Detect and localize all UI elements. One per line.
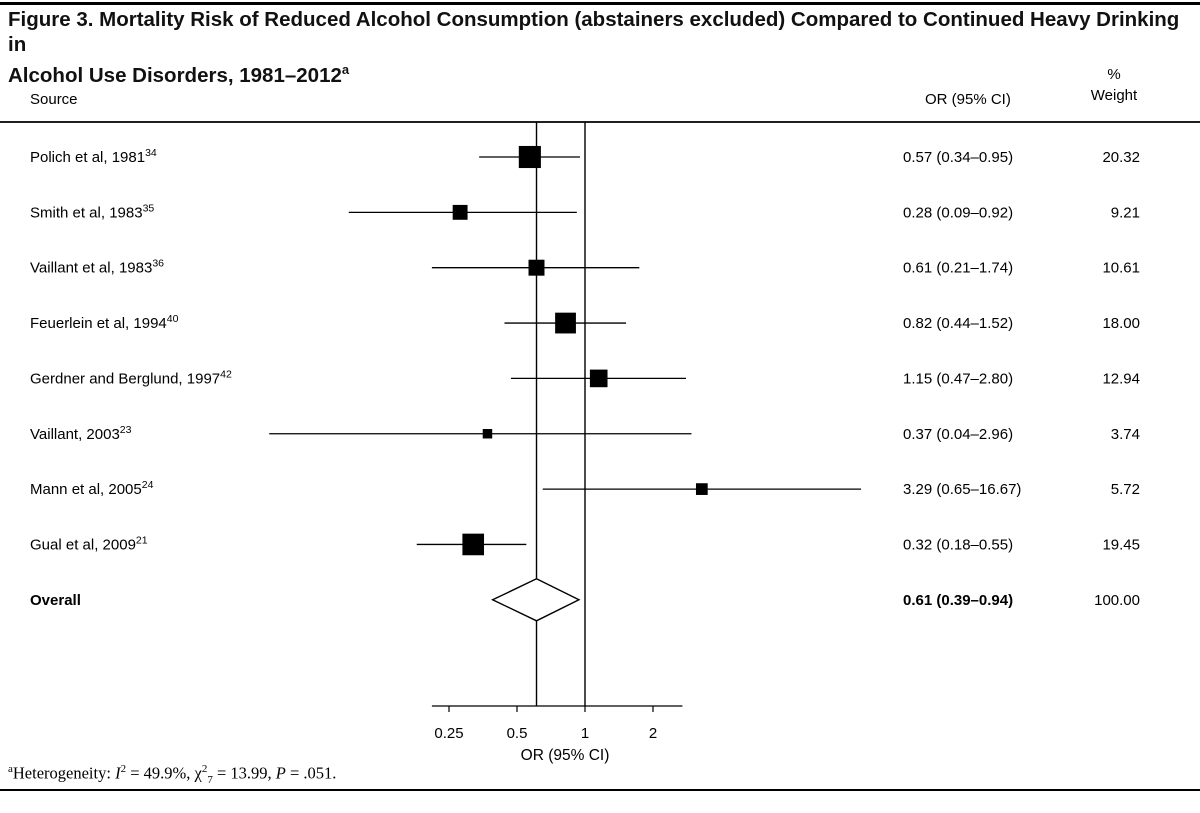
study-label: Mann et al, 200524 [30,479,154,498]
study-ref-superscript: 40 [167,313,179,325]
x-axis-tick-label: 0.5 [507,725,528,742]
study-row: Smith et al, 198335 0.28 (0.09–0.92) 9.21 [30,202,1140,221]
weight-header-percent: % [1107,66,1121,83]
footnote-segment: = .051. [285,763,337,783]
or-value: 0.28 (0.09–0.92) [903,204,1013,221]
weight-column-header: % Weight [1072,64,1156,106]
or-value: 0.57 (0.34–0.95) [903,149,1013,166]
study-label: Vaillant, 200323 [30,424,132,443]
study-row: Feuerlein et al, 199440 0.82 (0.44–1.52) 1… [30,312,1140,334]
footnote-segment: P [275,763,286,783]
x-axis-label: OR (95% CI) [520,747,610,764]
study-ref-superscript: 21 [136,534,148,546]
footnote-segment: = 49.9%, [126,763,195,783]
weight-value: 20.32 [1102,149,1140,166]
study-row: Vaillant et al, 198336 0.61 (0.21–1.74) 10… [30,258,1140,277]
study-ref-superscript: 34 [145,147,157,159]
or-value: 1.15 (0.47–2.80) [903,370,1013,387]
effect-square [452,204,468,220]
or-column-header: OR (95% CI) [925,91,1011,108]
weight-value: 12.94 [1102,370,1140,387]
overall-label: Overall [30,592,81,609]
weight-header-label: Weight [1090,87,1138,104]
study-row: Vaillant, 200323 0.37 (0.04–2.96) 3.74 [30,424,1140,443]
effect-square [482,429,493,439]
footnote-segment: = 13.99, [212,763,276,783]
study-ref-superscript: 24 [142,479,154,491]
effect-square [518,145,541,169]
or-value: 0.82 (0.44–1.52) [903,315,1013,332]
overall-diamond [491,578,581,622]
study-row: Gerdner and Berglund, 199742 1.15 (0.47–2… [30,368,1140,387]
overall-or-value: 0.61 (0.39–0.94) [903,592,1013,609]
weight-value: 5.72 [1111,481,1140,498]
x-axis-tick-label: 1 [581,725,589,742]
footnote-segment: 7 [207,773,213,786]
source-column-header: Source [30,91,78,108]
study-row: Polich et al, 198134 0.57 (0.34–0.95) 20.3… [30,145,1140,169]
x-axis-tick-label: 0.25 [434,725,463,742]
study-label: Gerdner and Berglund, 199742 [30,368,232,387]
bottom-rule [0,789,1200,791]
effect-square [695,483,708,495]
study-row: Mann et al, 200524 3.29 (0.65–16.67) 5.72 [30,479,1140,498]
footnote-segment: 2 [120,763,127,775]
or-value: 0.32 (0.18–0.55) [903,536,1013,553]
x-axis-tick-label: 2 [649,725,657,742]
weight-value: 18.00 [1102,315,1140,332]
study-label: Vaillant et al, 198336 [30,258,164,277]
study-label: Feuerlein et al, 199440 [30,313,179,332]
footnote-segment: I [115,763,121,783]
weight-value: 9.21 [1111,204,1140,221]
effect-square [555,312,576,334]
study-ref-superscript: 23 [120,424,132,436]
footnote-segment: χ [194,763,202,783]
effect-square [528,259,545,276]
figure-title-footnote-marker: a [341,62,350,77]
top-rule [0,2,1200,5]
figure-title-line1: Figure 3. Mortality Risk of Reduced Alco… [8,8,1180,56]
study-ref-superscript: 42 [220,368,232,380]
study-label: Smith et al, 198335 [30,202,154,221]
overall-row: Overall 0.61 (0.39–0.94) 100.00 [30,578,1140,622]
footnote-segment: a [8,763,13,775]
study-label: Gual et al, 200921 [30,534,148,553]
weight-value: 19.45 [1102,536,1140,553]
footnote-segment: 2 [201,763,208,775]
footnote-segment: Heterogeneity: [12,763,116,783]
study-ref-superscript: 36 [152,258,164,270]
or-value: 0.61 (0.21–1.74) [903,260,1013,277]
figure-title: Figure 3. Mortality Risk of Reduced Alco… [8,7,1198,88]
weight-value: 10.61 [1102,260,1140,277]
study-label: Polich et al, 198134 [30,147,157,166]
study-row: Gual et al, 200921 0.32 (0.18–0.55) 19.45 [30,533,1140,556]
or-value: 3.29 (0.65–16.67) [903,481,1021,498]
effect-square [589,369,608,388]
or-value: 0.37 (0.04–2.96) [903,426,1013,443]
weight-value: 3.74 [1111,426,1140,443]
footnote: aHeterogeneity: I2 = 49.9%, χ27 = 13.99,… [8,763,336,786]
overall-weight-value: 100.00 [1094,592,1140,609]
effect-square [462,533,485,556]
figure-title-line2: Alcohol Use Disorders, 1981–2012 [8,63,342,87]
study-ref-superscript: 35 [143,202,155,214]
